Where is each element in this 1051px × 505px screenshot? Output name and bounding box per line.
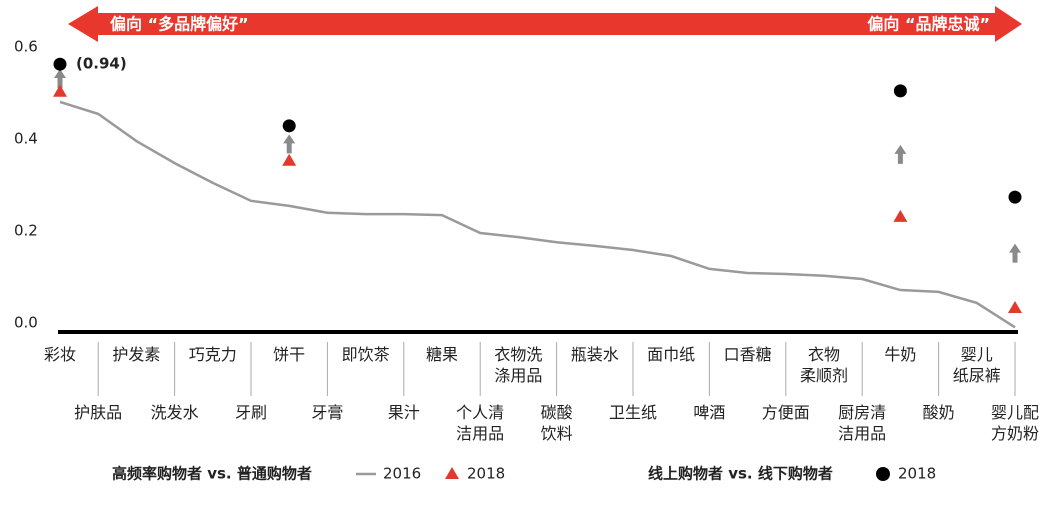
banner-right: 偏向 “品牌忠诚”: [867, 15, 990, 34]
dot-online: [53, 57, 67, 71]
x-tick-label: 方便面: [761, 403, 810, 422]
annotation: (0.94): [76, 55, 127, 73]
x-tick-label: 牙刷: [234, 403, 267, 422]
x-tick-label: 牛奶: [884, 345, 917, 364]
x-tick-label: 护肤品: [74, 403, 123, 422]
legend-label: 2018: [467, 465, 505, 483]
x-tick-label: 衣物 柔顺剂: [799, 345, 848, 385]
trend-arrow: [894, 144, 907, 164]
x-tick-label: 糖果: [425, 345, 458, 364]
legend-group: 高频率购物者 vs. 普通购物者: [112, 465, 312, 483]
legend-swatch: [445, 467, 459, 479]
x-tick-label: 饼干: [273, 345, 306, 364]
triangle-2018: [282, 153, 297, 166]
legend-group: 线上购物者 vs. 线下购物者: [648, 465, 833, 483]
x-tick-label: 衣物洗 涤用品: [494, 345, 543, 385]
y-tick-label: 0.6: [14, 38, 38, 56]
triangle-2018: [1008, 301, 1022, 313]
x-tick-label: 啤酒: [693, 403, 726, 422]
legend-label: 2018: [898, 465, 936, 483]
y-tick-label: 0.0: [14, 314, 38, 332]
legend-swatch: [876, 467, 890, 481]
y-tick-label: 0.2: [14, 222, 38, 240]
y-tick-label: 0.4: [14, 130, 38, 148]
x-tick-label: 果汁: [387, 403, 420, 422]
banner-arrow: [68, 6, 1022, 42]
x-tick-label: 卫生纸: [608, 403, 657, 422]
x-tick-label: 面巾纸: [647, 345, 696, 364]
triangle-2018: [893, 209, 908, 222]
x-tick-label: 瓶装水: [570, 345, 619, 364]
dot-online: [282, 119, 296, 133]
x-tick-label: 牙膏: [311, 403, 344, 422]
x-tick-label: 酸奶: [922, 403, 955, 422]
dot-online: [1008, 190, 1022, 204]
x-tick-label: 洗发水: [150, 403, 199, 422]
legend-label: 2016: [383, 465, 421, 483]
trend-arrow: [54, 69, 66, 88]
x-tick-label: 厨房清 洁用品: [838, 403, 887, 443]
x-tick-label: 口香糖: [723, 345, 772, 364]
trend-arrow: [1009, 243, 1021, 263]
triangle-2018: [53, 84, 67, 97]
x-tick-label: 即饮茶: [341, 345, 390, 364]
trend-arrow: [283, 134, 296, 154]
x-tick-label: 巧克力: [188, 345, 237, 364]
dot-online: [893, 84, 907, 98]
line-2016: [59, 100, 1016, 329]
x-tick-label: 婴儿配 方奶粉: [990, 403, 1039, 443]
banner-left: 偏向 “多品牌偏好”: [110, 15, 249, 34]
x-tick-label: 碳酸 饮料: [540, 403, 573, 443]
x-tick-label: 个人清 洁用品: [456, 403, 505, 443]
x-tick-label: 护发素: [112, 345, 161, 364]
x-tick-label: 彩妆: [43, 345, 76, 364]
x-tick-label: 婴儿 纸尿裤: [952, 345, 1001, 385]
